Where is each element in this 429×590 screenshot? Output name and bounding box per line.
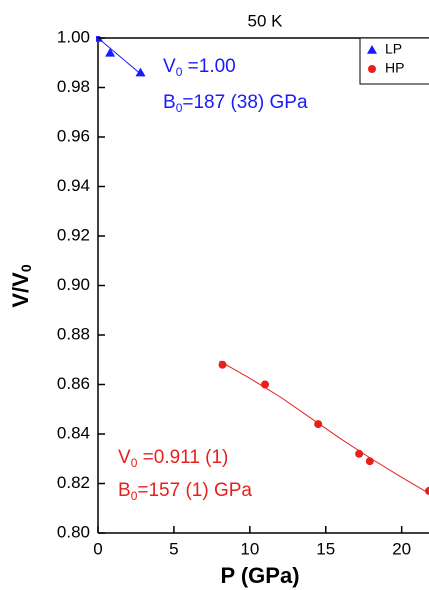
annotation-rest: =0.911 (1): [137, 447, 228, 468]
annotation-rest: =157 (1) GPa: [137, 480, 252, 501]
annotation-main: V: [163, 56, 176, 77]
legend-box: [359, 37, 429, 85]
x-tick-label: 15: [316, 539, 335, 558]
y-tick-label: 0.90: [57, 275, 90, 294]
x-tick-label: 5: [169, 539, 178, 558]
chart-title: 50 K: [248, 11, 284, 30]
annotation-sub: 0: [131, 456, 138, 470]
annotation-main: V: [118, 447, 131, 468]
y-tick-label: 0.98: [57, 77, 90, 96]
annotation-main: B: [118, 480, 131, 501]
y-label-sub: 0: [18, 264, 34, 272]
x-tick-label: 10: [240, 539, 259, 558]
marker-circle: [218, 360, 227, 369]
legend-label: HP: [385, 60, 404, 76]
annotation: B0=157 (1) GPa: [118, 480, 252, 503]
fit-line: [97, 37, 144, 77]
marker-triangle: [96, 36, 103, 42]
legend-label: LP: [385, 41, 402, 57]
annotation-rest: =1.00: [182, 56, 235, 77]
marker-circle: [314, 420, 323, 429]
annotation-sub: 0: [176, 65, 183, 79]
marker-circle: [261, 380, 270, 389]
marker-triangle: [135, 67, 146, 77]
annotation-main: B: [163, 92, 176, 113]
plot-area: [96, 36, 429, 495]
marker-circle: [425, 486, 429, 495]
fit-line: [219, 360, 429, 494]
y-tick-label: 0.92: [57, 225, 90, 244]
x-axis-label: P (GPa): [220, 563, 299, 588]
x-tick-label: 20: [392, 539, 411, 558]
annotation-sub: 0: [176, 101, 183, 115]
annotation-rest: =187 (38) GPa: [182, 92, 308, 113]
y-label-main: V/V: [8, 272, 33, 308]
annotation: V0 =1.00: [163, 56, 236, 79]
marker-triangle: [367, 45, 377, 54]
marker-circle: [368, 65, 376, 73]
annotation-sub: 0: [131, 489, 138, 503]
legend: LP HP: [359, 37, 429, 85]
annotation: V0 =0.911 (1): [118, 447, 228, 470]
y-tick-label: 0.96: [57, 126, 90, 145]
y-tick-label: 0.94: [57, 176, 90, 195]
marker-triangle: [105, 47, 116, 57]
annotation: B0=187 (38) GPa: [163, 92, 308, 115]
marker-circle: [355, 449, 364, 458]
marker-circle: [365, 457, 374, 466]
y-tick-label: 0.84: [57, 423, 90, 442]
y-tick-label: 0.86: [57, 374, 90, 393]
y-tick-label: 0.82: [57, 473, 90, 492]
y-tick-label: 1.00: [57, 27, 90, 46]
y-tick-label: 0.88: [57, 324, 90, 343]
y-tick-label: 0.80: [57, 522, 90, 541]
y-axis-label: V/V0: [8, 264, 34, 307]
x-tick-label: 0: [93, 539, 102, 558]
